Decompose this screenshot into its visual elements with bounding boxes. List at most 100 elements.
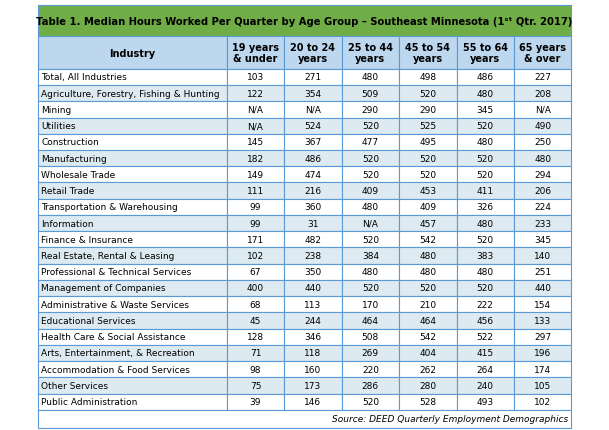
Text: N/A: N/A (248, 122, 264, 131)
Bar (284, 135, 342, 150)
Text: 498: 498 (419, 73, 437, 82)
Bar (514, 215, 571, 232)
Bar (38, 345, 227, 361)
Text: 238: 238 (304, 252, 322, 261)
Text: 19 years
& under: 19 years & under (232, 43, 279, 64)
Bar (399, 378, 457, 393)
Bar (284, 102, 342, 118)
Text: 271: 271 (304, 73, 322, 82)
Bar (457, 264, 514, 280)
Bar (514, 296, 571, 313)
Text: 480: 480 (419, 252, 437, 261)
Text: 477: 477 (362, 138, 379, 147)
Bar (514, 329, 571, 345)
Bar (457, 232, 514, 248)
Bar (227, 135, 284, 150)
Bar (227, 167, 284, 183)
Bar (457, 313, 514, 329)
Bar (342, 215, 399, 232)
Bar (514, 167, 571, 183)
Text: Administrative & Waste Services: Administrative & Waste Services (41, 300, 189, 309)
Bar (227, 183, 284, 199)
Text: 480: 480 (534, 154, 551, 163)
Bar (284, 183, 342, 199)
Bar (342, 393, 399, 410)
Bar (284, 378, 342, 393)
Text: 542: 542 (419, 235, 436, 244)
Text: 520: 520 (419, 284, 437, 293)
Text: 409: 409 (419, 203, 437, 212)
Bar (457, 86, 514, 102)
Text: 216: 216 (304, 187, 322, 196)
Text: 495: 495 (419, 138, 437, 147)
Bar (227, 102, 284, 118)
Text: 118: 118 (304, 349, 322, 358)
Bar (514, 86, 571, 102)
Text: 68: 68 (250, 300, 261, 309)
Text: 346: 346 (304, 332, 322, 341)
Text: Construction: Construction (41, 138, 99, 147)
Bar (227, 215, 284, 232)
Bar (457, 183, 514, 199)
Bar (284, 296, 342, 313)
Text: 480: 480 (362, 73, 379, 82)
Text: 520: 520 (362, 122, 379, 131)
Text: 294: 294 (534, 170, 551, 179)
Text: 111: 111 (247, 187, 264, 196)
Text: 220: 220 (362, 365, 379, 374)
Bar (284, 86, 342, 102)
Bar (342, 345, 399, 361)
Bar (514, 264, 571, 280)
Text: 210: 210 (419, 300, 437, 309)
Text: 404: 404 (419, 349, 436, 358)
Text: Utilities: Utilities (41, 122, 76, 131)
Bar (38, 313, 227, 329)
Bar (342, 135, 399, 150)
Bar (284, 361, 342, 378)
Text: Manufacturing: Manufacturing (41, 154, 107, 163)
Bar (399, 167, 457, 183)
Text: 528: 528 (419, 397, 437, 406)
Bar (342, 361, 399, 378)
Bar (457, 150, 514, 167)
Bar (342, 150, 399, 167)
Bar (342, 280, 399, 296)
Text: 367: 367 (304, 138, 322, 147)
Bar (38, 118, 227, 135)
Bar (38, 183, 227, 199)
Bar (457, 393, 514, 410)
Text: 208: 208 (534, 89, 551, 98)
Bar (38, 167, 227, 183)
Text: 196: 196 (534, 349, 551, 358)
Text: 149: 149 (247, 170, 264, 179)
Text: 411: 411 (477, 187, 494, 196)
Text: 520: 520 (362, 235, 379, 244)
Bar (284, 232, 342, 248)
Text: 480: 480 (477, 219, 494, 228)
Text: 45 to 54
years: 45 to 54 years (406, 43, 450, 64)
Bar (342, 118, 399, 135)
Bar (38, 70, 227, 86)
Text: 75: 75 (250, 381, 261, 390)
Text: 227: 227 (534, 73, 551, 82)
Text: 453: 453 (419, 187, 437, 196)
Text: 39: 39 (250, 397, 261, 406)
Bar (514, 232, 571, 248)
Bar (457, 37, 514, 70)
Text: 133: 133 (534, 316, 551, 325)
Text: 269: 269 (362, 349, 379, 358)
Bar (284, 199, 342, 215)
Bar (342, 167, 399, 183)
Text: 25 to 44
years: 25 to 44 years (348, 43, 393, 64)
Bar (399, 264, 457, 280)
Bar (284, 215, 342, 232)
Text: 480: 480 (362, 203, 379, 212)
Text: 522: 522 (477, 332, 494, 341)
Text: 67: 67 (250, 267, 261, 276)
Bar (457, 329, 514, 345)
Bar (457, 135, 514, 150)
Bar (227, 248, 284, 264)
Bar (38, 86, 227, 102)
Bar (38, 215, 227, 232)
Bar (38, 135, 227, 150)
